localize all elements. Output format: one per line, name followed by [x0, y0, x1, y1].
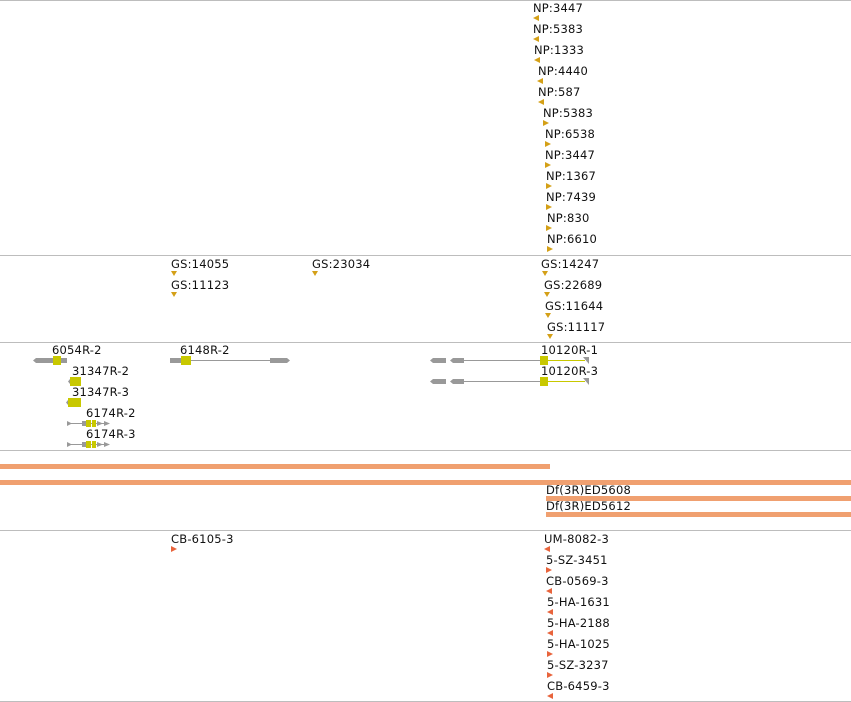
feature-label: 5-SZ-3237 [547, 658, 609, 672]
feature-arrow-icon [547, 246, 553, 252]
feature-arrow-icon [546, 225, 552, 231]
feature-label: NP:5383 [543, 106, 594, 120]
feature-label: Df(3R)ED5608 [546, 483, 631, 497]
feature-label: NP:587 [538, 85, 581, 99]
deficiency-bar [546, 512, 851, 517]
feature-label: 5-HA-1025 [547, 637, 610, 651]
feature-label: NP:6538 [545, 127, 596, 141]
feature-arrow-icon [546, 183, 552, 189]
feature-label: GS:14247 [541, 257, 600, 271]
deficiency-bar[interactable] [0, 480, 851, 485]
gene-model-label[interactable]: 31347R-2 [72, 364, 130, 378]
gene-model-label[interactable]: 6174R-3 [86, 427, 136, 441]
track-separator [0, 0, 851, 1]
feature-arrow-icon [547, 630, 553, 636]
feature-label: GS:14055 [171, 257, 230, 271]
feature-arrow-icon [543, 120, 549, 126]
feature-label: CB-0569-3 [546, 574, 609, 588]
track-separator [0, 255, 851, 256]
gene-model-6054R-2-glyph[interactable] [33, 356, 67, 365]
feature-arrow-icon [546, 204, 552, 210]
feature-arrow-icon [537, 78, 543, 84]
feature-arrow-icon [545, 313, 551, 318]
feature-label: NP:1367 [546, 169, 597, 183]
gene-model-10120R-3-glyph[interactable] [430, 377, 589, 386]
feature-arrow-icon [545, 141, 551, 147]
gene-model-6174R-3-glyph[interactable] [67, 441, 110, 448]
feature-label: GS:11123 [171, 278, 230, 292]
feature-label: NP:3447 [545, 148, 596, 162]
feature-label: GS:22689 [544, 278, 603, 292]
gene-model-31347R-2-glyph[interactable] [68, 377, 81, 386]
feature-arrow-icon [547, 651, 553, 657]
gene-model-label[interactable]: 10120R-1 [541, 343, 599, 357]
feature-arrow-icon [544, 292, 550, 297]
gene-model-label[interactable]: 10120R-3 [541, 364, 599, 378]
feature-label: NP:7439 [546, 190, 597, 204]
gene-model-10120R-1-glyph[interactable] [430, 356, 589, 365]
feature-label: GS:11644 [545, 299, 604, 313]
feature-label: UM-8082-3 [544, 532, 610, 546]
feature-label: NP:1333 [534, 43, 585, 57]
feature-label: 5-HA-1631 [547, 595, 610, 609]
feature-label: CB-6459-3 [547, 679, 610, 693]
feature-arrow-icon [546, 567, 552, 573]
gene-model-31347R-3-glyph[interactable] [66, 398, 81, 407]
feature-arrow-icon [547, 334, 553, 339]
gene-model-label[interactable]: 6174R-2 [86, 406, 136, 420]
feature-arrow-icon [171, 271, 177, 276]
feature-arrow-icon [534, 57, 540, 63]
feature-label: 5-SZ-3451 [546, 553, 608, 567]
feature-label: Df(3R)ED5612 [546, 499, 631, 513]
feature-arrow-icon [533, 36, 539, 42]
deficiency-bar [546, 496, 851, 501]
feature-arrow-icon [547, 609, 553, 615]
feature-label: NP:6610 [547, 232, 598, 246]
feature-arrow-icon [538, 99, 544, 105]
feature-arrow-icon [171, 546, 177, 552]
feature-label: NP:5383 [533, 22, 584, 36]
deficiency-bar[interactable] [0, 464, 550, 469]
track-separator [0, 450, 851, 451]
feature-label: CB-6105-3 [171, 532, 234, 546]
track-separator [0, 342, 851, 343]
track-separator [0, 530, 851, 531]
feature-label: NP:830 [547, 211, 590, 225]
gene-model-label[interactable]: 31347R-3 [72, 385, 130, 399]
feature-arrow-icon [171, 292, 177, 297]
feature-label: GS:23034 [312, 257, 371, 271]
feature-arrow-icon [542, 271, 548, 276]
feature-label: GS:11117 [547, 320, 606, 334]
feature-label: 5-HA-2188 [547, 616, 610, 630]
gene-model-6174R-2-glyph[interactable] [67, 420, 110, 427]
feature-arrow-icon [312, 271, 318, 276]
feature-arrow-icon [544, 546, 550, 552]
feature-label: NP:3447 [533, 1, 584, 15]
feature-arrow-icon [547, 672, 553, 678]
feature-arrow-icon [547, 693, 553, 699]
gene-model-label[interactable]: 6148R-2 [180, 343, 230, 357]
feature-arrow-icon [533, 15, 539, 21]
feature-label: NP:4440 [538, 64, 589, 78]
gene-model-label[interactable]: 6054R-2 [52, 343, 102, 357]
feature-arrow-icon [546, 588, 552, 594]
gene-model-6148R-2-glyph[interactable] [170, 356, 290, 365]
feature-arrow-icon [545, 162, 551, 168]
